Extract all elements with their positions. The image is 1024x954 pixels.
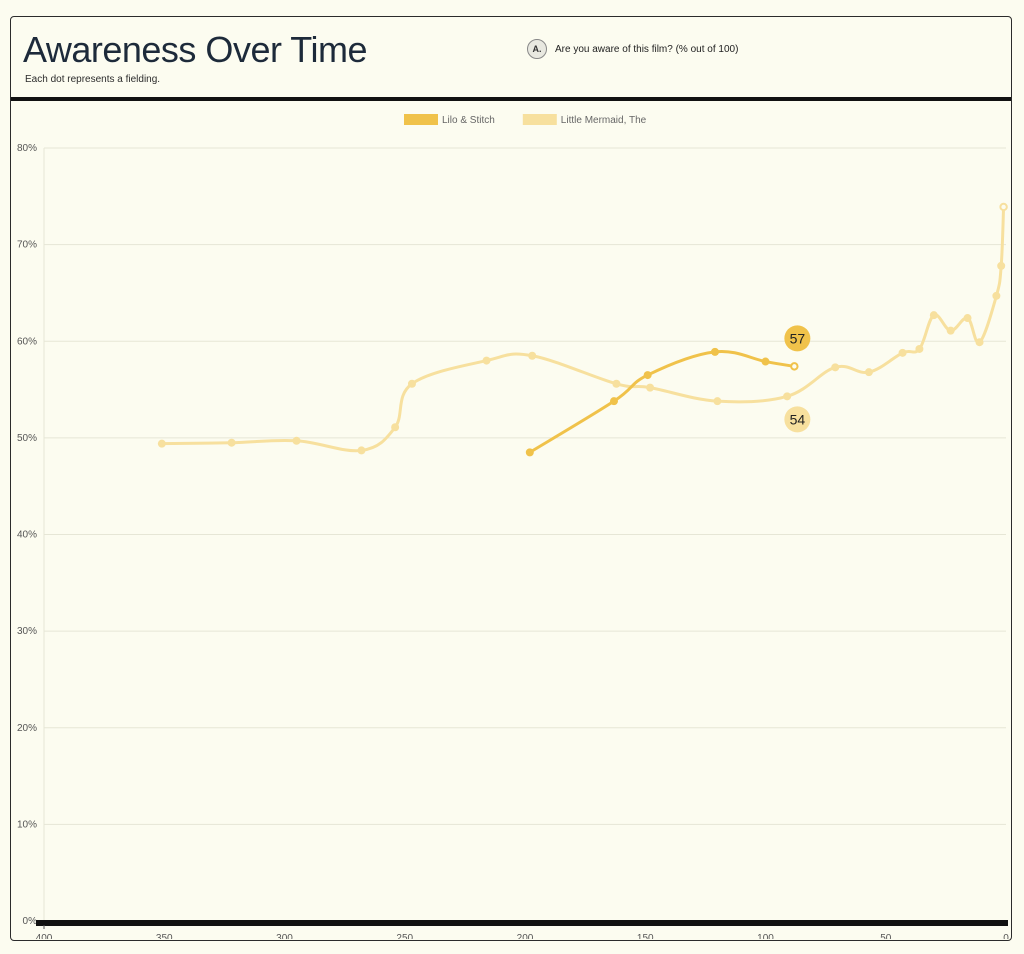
chart-header: Awareness Over Time Each dot represents … bbox=[11, 17, 1011, 101]
end-value-bubble bbox=[784, 325, 811, 352]
data-point-little-mermaid-the[interactable] bbox=[391, 423, 400, 432]
question-text: Are you aware of this film? (% out of 10… bbox=[555, 43, 739, 55]
data-point-little-mermaid-the[interactable] bbox=[831, 363, 840, 372]
data-point-little-mermaid-the[interactable] bbox=[864, 368, 873, 377]
question-badge[interactable]: A. bbox=[527, 39, 547, 59]
y-tick-label: 30% bbox=[17, 626, 37, 637]
data-point-lilo-stitch[interactable] bbox=[609, 397, 618, 406]
data-point-lilo-stitch[interactable] bbox=[525, 448, 534, 457]
x-axis-bar bbox=[36, 920, 1008, 926]
x-tick-label: 0 bbox=[1003, 933, 1009, 939]
x-tick-label: 300 bbox=[276, 933, 293, 939]
chart-legend[interactable]: Lilo & Stitch Little Mermaid, The bbox=[404, 114, 647, 126]
legend-swatch[interactable] bbox=[522, 114, 557, 125]
data-point-little-mermaid-the[interactable] bbox=[898, 348, 907, 357]
data-point-little-mermaid-the[interactable] bbox=[157, 439, 166, 448]
data-point-little-mermaid-the[interactable] bbox=[992, 291, 1001, 300]
y-tick-label: 70% bbox=[17, 240, 37, 251]
x-tick-label: 250 bbox=[396, 933, 413, 939]
x-tick-label: 50 bbox=[880, 933, 892, 939]
data-point-little-mermaid-the[interactable] bbox=[528, 351, 537, 360]
awareness-line-chart: 0% 10% 20% 30% 40% 50% 60% 70% 80% 400 350 300 250 2… bbox=[17, 114, 1009, 939]
y-tick-label: 0% bbox=[23, 916, 38, 927]
data-point-little-mermaid-the[interactable] bbox=[946, 326, 955, 335]
series-line-little-mermaid-the bbox=[160, 205, 1006, 453]
data-point-little-mermaid-the[interactable] bbox=[646, 383, 655, 392]
data-point-little-mermaid-the[interactable] bbox=[292, 436, 301, 445]
data-point-little-mermaid-the[interactable] bbox=[999, 202, 1008, 212]
data-point-little-mermaid-the[interactable] bbox=[783, 392, 792, 401]
chart-card: Awareness Over Time Each dot represents … bbox=[10, 16, 1012, 941]
grid-lines bbox=[43, 147, 1006, 922]
y-axis-ticks: 0% 10% 20% 30% 40% 50% 60% 70% 80% bbox=[17, 143, 37, 927]
x-axis-ticks: 400 350 300 250 200 150 100 50 0 bbox=[36, 920, 1009, 939]
data-point-little-mermaid-the[interactable] bbox=[357, 446, 366, 455]
y-tick-label: 50% bbox=[17, 433, 37, 444]
data-point-little-mermaid-the[interactable] bbox=[407, 379, 416, 388]
y-tick-label: 60% bbox=[17, 336, 37, 347]
y-tick-label: 80% bbox=[17, 143, 37, 154]
data-point-little-mermaid-the[interactable] bbox=[612, 379, 621, 388]
x-tick-label: 200 bbox=[517, 933, 534, 939]
question-label: A. Are you aware of this film? (% out of… bbox=[527, 39, 738, 59]
data-point-little-mermaid-the[interactable] bbox=[713, 397, 722, 406]
data-point-little-mermaid-the[interactable] bbox=[929, 311, 938, 320]
data-point-little-mermaid-the[interactable] bbox=[227, 438, 236, 447]
data-point-little-mermaid-the[interactable] bbox=[997, 261, 1006, 270]
data-point-lilo-stitch[interactable] bbox=[710, 347, 719, 356]
page-title: Awareness Over Time bbox=[23, 29, 367, 70]
data-point-little-mermaid-the[interactable] bbox=[915, 344, 924, 353]
legend-label[interactable]: Little Mermaid, The bbox=[561, 115, 647, 126]
y-tick-label: 10% bbox=[17, 819, 37, 830]
end-value-callouts: 57 54 bbox=[784, 325, 811, 433]
legend-swatch[interactable] bbox=[404, 114, 438, 125]
x-tick-label: 100 bbox=[757, 933, 774, 939]
data-point-lilo-stitch[interactable] bbox=[643, 371, 652, 380]
end-value-label: 57 bbox=[790, 330, 806, 346]
page-subtitle: Each dot represents a fielding. bbox=[25, 74, 161, 85]
series-layer bbox=[157, 202, 1008, 457]
x-tick-label: 350 bbox=[156, 933, 173, 939]
x-tick-label: 400 bbox=[36, 933, 53, 939]
legend-label[interactable]: Lilo & Stitch bbox=[442, 115, 495, 126]
end-value-label: 54 bbox=[790, 411, 806, 427]
y-tick-label: 40% bbox=[17, 530, 37, 541]
y-tick-label: 20% bbox=[17, 723, 37, 734]
data-point-lilo-stitch[interactable] bbox=[761, 357, 770, 366]
x-tick-label: 150 bbox=[637, 933, 654, 939]
end-value-bubble bbox=[784, 406, 811, 433]
data-point-little-mermaid-the[interactable] bbox=[482, 356, 491, 365]
data-point-little-mermaid-the[interactable] bbox=[975, 338, 984, 347]
data-point-little-mermaid-the[interactable] bbox=[963, 314, 972, 323]
data-point-lilo-stitch[interactable] bbox=[790, 362, 799, 371]
